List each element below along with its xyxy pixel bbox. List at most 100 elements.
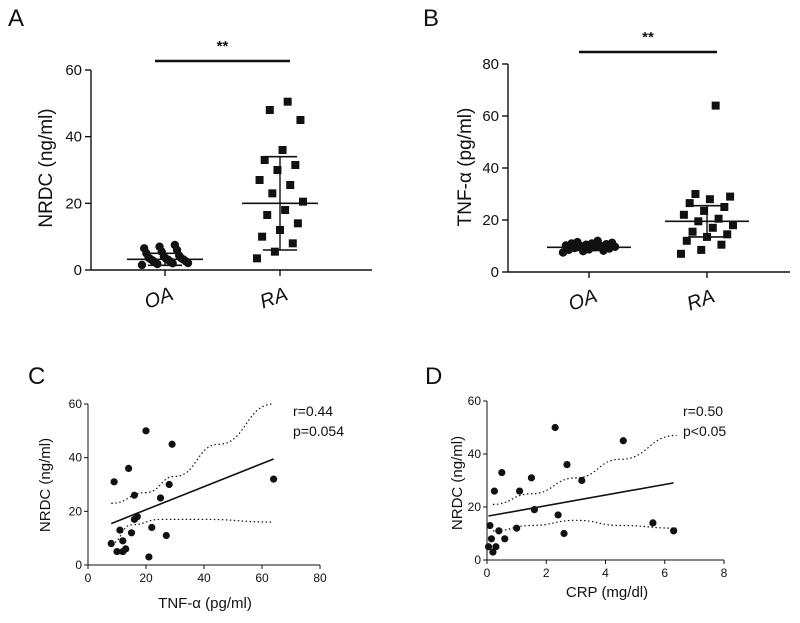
panel-a-significance-label: ** [217,38,229,55]
panel-d-data-point [670,527,678,535]
panel-b-significance-label: ** [642,29,654,46]
panel-a-y-tick-label: 60 [65,62,82,79]
panel-d-data-point [515,487,524,495]
panel-a-point-square [273,166,282,174]
panel-b-point-square [711,101,720,110]
panel-d-data-point [649,519,657,527]
panel-b-point-square [700,206,709,215]
panel-c-x-tick-label: 20 [139,571,153,585]
panel-a-point-circle [139,244,149,253]
panel-a-point-square [260,156,269,164]
panel-c-x-tick-label: 80 [313,571,327,585]
panel-d-y-tick-label: 40 [468,447,482,461]
panel-c-data-point [107,539,115,548]
panel-c-ci-upper [111,403,274,504]
panel-b-point-square [717,240,726,249]
panel-b-point-square [726,192,735,201]
panel-d-data-point [498,468,506,477]
panel-a-category-label: RA [257,283,291,313]
panel-d-plot: 0 20 40 60 0 2 4 6 8 [468,394,728,580]
panel-b-category-label: OA [566,285,601,316]
panel-c-y-tick-label: 0 [75,558,82,572]
panel-c-ci-lower [111,518,274,545]
panel-d-data-point [489,548,497,556]
panel-b-point-square [723,230,732,239]
panel-d: D NRDC (ng/ml) CRP (mg/dl) r=0.50 p<0.05… [425,363,728,601]
panel-c-x-tick-label: 60 [255,571,269,585]
panel-a-y-tick-label: 20 [65,195,82,212]
panel-d-data-point [513,524,521,532]
panel-c-data-point [145,553,153,561]
panel-b-y-tick-label: 40 [482,160,499,177]
panel-d-regression-line [488,482,674,517]
panel-a-point-circle [170,240,180,250]
panel-d-data-point [563,461,571,469]
panel-c-data-point [133,513,141,521]
panel-a: A NRDC (ng/ml) 0 20 40 60 OA RA ** [8,5,372,314]
panel-d-data-point [551,423,559,432]
panel-a-point-square [265,106,274,114]
panel-a-point-square [268,189,277,198]
panel-d-r-value: r=0.50 [683,403,723,419]
panel-a-point-square [255,176,264,184]
panel-d-data-point [560,529,568,538]
panel-a-point-square [270,247,279,256]
panel-c-data-point [165,480,173,489]
panel-b-y-label: TNF-α (pg/ml) [455,108,476,227]
panel-b-y-tick-label: 80 [482,56,499,73]
panel-a-point-square [258,232,267,241]
panel-a-point-square [288,239,297,248]
panel-c: C NRDC (ng/ml) TNF-α (pg/ml) r=0.44 p=0.… [28,363,344,612]
panel-a-point-circle [155,242,164,251]
panel-c-data-point [110,478,118,486]
panel-b-point-circle [593,236,602,245]
panel-d-x-tick-label: 8 [721,566,728,580]
panel-a-point-square [278,146,287,154]
panel-b-point-square [729,221,737,230]
panel-b-category-label: RA [684,285,718,315]
panel-c-data-point [127,529,136,537]
panel-d-y-tick-label: 0 [474,553,481,567]
panel-b-point-square [685,199,694,208]
panel-a-category-label: OA [142,283,177,314]
panel-d-y-label: NRDC (ng/ml) [449,436,466,530]
panel-a-point-circle [137,260,147,270]
panel-a-point-square [286,181,295,189]
panel-d-ci-lower [492,519,677,532]
panel-a-plot: 0 20 40 60 OA RA ** [65,38,372,314]
panel-b-point-square [679,210,688,219]
panel-d-y-tick-label: 20 [468,500,482,514]
panel-c-data-point [148,523,156,532]
panel-c-x-label: TNF-α (pg/ml) [158,595,252,612]
panel-c-data-point [113,547,121,556]
panel-b-point-square [691,190,700,198]
panel-d-x-tick-label: 2 [543,566,550,580]
panel-d-data-point [484,543,493,551]
panel-a-point-square [296,116,305,124]
panel-c-data-point [162,531,170,540]
panel-letter-b: B [423,5,439,32]
panel-b-point-square [720,203,729,211]
panel-c-x-tick-label: 0 [85,571,92,585]
panel-d-data-point [487,535,496,543]
panel-d-data-point [619,437,627,445]
panel-b-y-tick-label: 0 [491,264,499,281]
panel-a-point-square [253,254,261,263]
panel-b-point-square [708,223,717,232]
panel-d-data-point [492,543,500,551]
panel-c-data-point [270,475,278,483]
panel-c-data-point [156,494,165,502]
panel-d-y-tick-label: 60 [468,394,482,408]
panel-d-x-tick-label: 4 [602,566,609,580]
panel-a-point-square [281,206,290,214]
panel-d-data-point [578,476,586,485]
panel-c-y-tick-label: 20 [69,504,83,518]
panel-b-point-circle [573,237,582,247]
panel-c-y-tick-label: 60 [69,397,83,411]
panel-d-data-point [501,535,509,543]
panel-b-point-square [705,195,714,204]
panel-a-y-label: NRDC (ng/ml) [36,108,57,227]
panel-letter-d: D [425,363,442,390]
panel-d-data-point [495,527,503,535]
panel-d-data-point [530,506,539,514]
